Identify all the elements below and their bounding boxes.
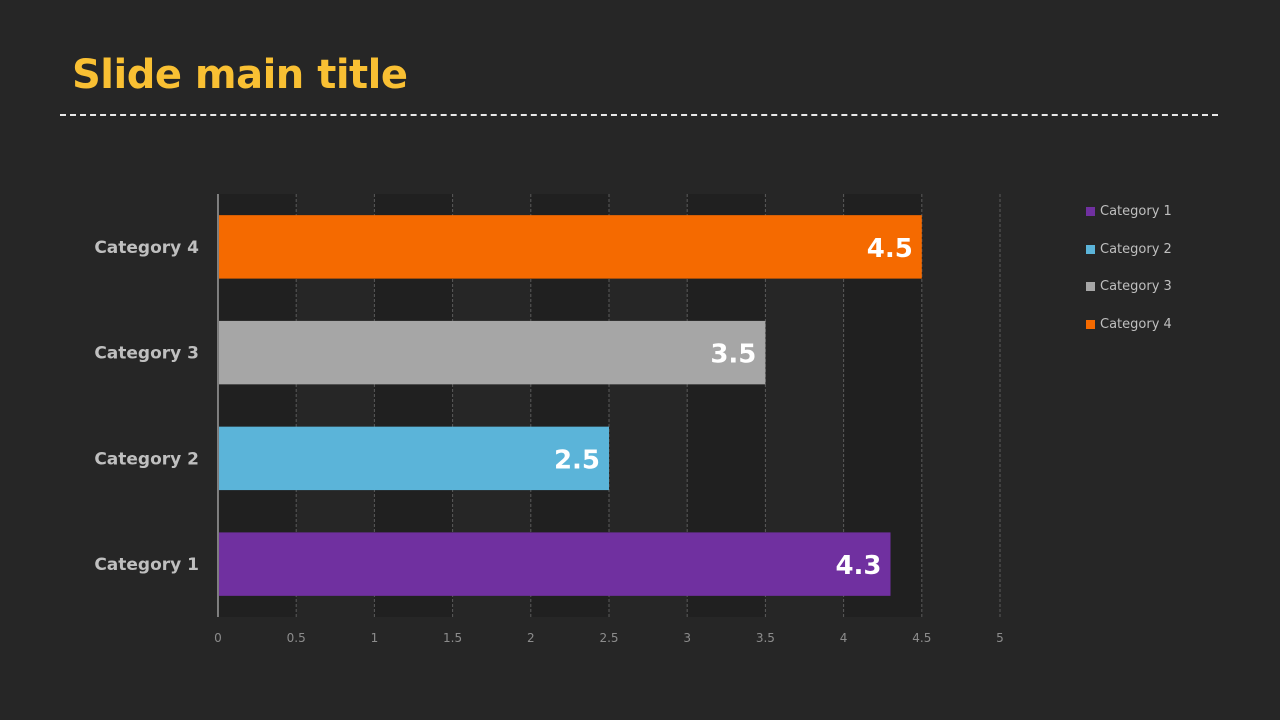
legend-swatch — [1086, 245, 1095, 254]
legend-label: Category 4 — [1100, 317, 1172, 332]
x-tick-label: 3 — [683, 631, 691, 645]
legend-item-category-2: Category 2 — [1086, 240, 1172, 259]
x-tick-label: 5 — [996, 631, 1004, 645]
legend-item-category-3: Category 3 — [1086, 277, 1172, 296]
data-label: 2.5 — [554, 445, 600, 475]
bar-category-4 — [219, 215, 922, 278]
bar-category-3 — [219, 321, 765, 384]
chart-legend: Category 1 Category 2 Category 3 Categor… — [1086, 202, 1172, 353]
x-tick-label: 2 — [527, 631, 535, 645]
legend-label: Category 3 — [1100, 279, 1172, 294]
x-tick-label: 2.5 — [599, 631, 618, 645]
x-tick-label: 4.5 — [912, 631, 931, 645]
legend-item-category-4: Category 4 — [1086, 315, 1172, 334]
category-label: Category 2 — [94, 449, 199, 469]
data-label: 4.3 — [835, 551, 881, 581]
x-tick-label: 4 — [840, 631, 848, 645]
legend-item-category-1: Category 1 — [1086, 202, 1172, 221]
x-tick-label: 3.5 — [756, 631, 775, 645]
bar-category-2 — [219, 427, 609, 490]
data-label: 3.5 — [710, 340, 756, 370]
category-label: Category 4 — [94, 238, 199, 258]
category-label: Category 3 — [94, 344, 199, 364]
legend-swatch — [1086, 320, 1095, 329]
legend-swatch — [1086, 207, 1095, 216]
category-label: Category 1 — [94, 555, 199, 575]
x-tick-label: 1.5 — [443, 631, 462, 645]
x-tick-label: 0.5 — [287, 631, 306, 645]
x-tick-label: 1 — [371, 631, 379, 645]
data-label: 4.5 — [867, 234, 913, 264]
bar-category-1 — [219, 532, 891, 595]
legend-label: Category 2 — [1100, 242, 1172, 257]
legend-swatch — [1086, 282, 1095, 291]
legend-label: Category 1 — [1100, 204, 1172, 219]
x-tick-label: 0 — [214, 631, 222, 645]
